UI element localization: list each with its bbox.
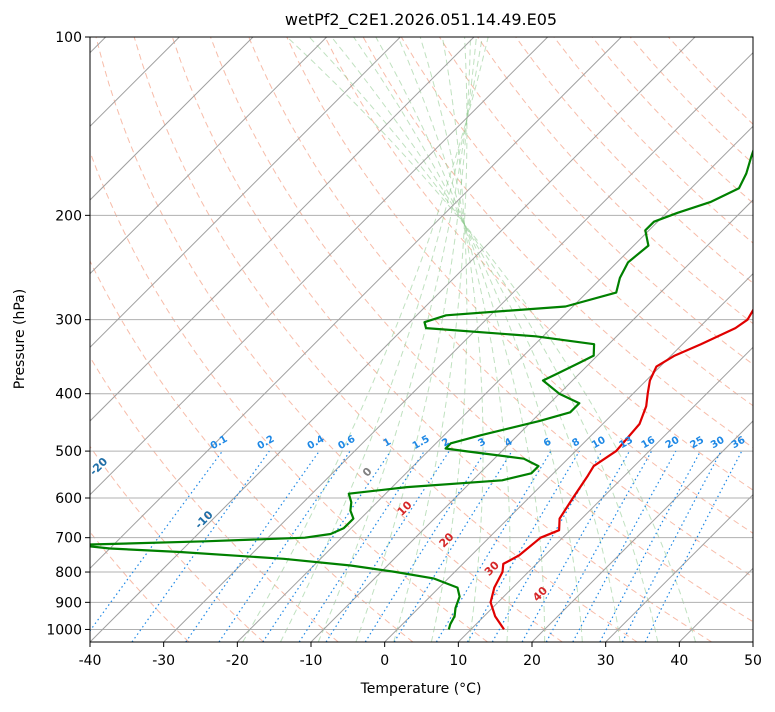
x-tick-label: 20 — [523, 653, 541, 669]
dry-adiabat-line — [668, 37, 775, 642]
moist-adiabat-line — [398, 37, 510, 642]
mixing-ratio-label: 10 — [590, 435, 608, 452]
moist-adiabat-label: 20 — [437, 530, 457, 550]
y-tick-label: 100 — [55, 30, 82, 46]
mixing-ratio-label: 25 — [689, 435, 707, 452]
line-labels: 0.10.20.40.611.52346810131620253036-100-… — [0, 26, 747, 604]
moist-adiabat-line — [354, 37, 583, 642]
mixing-ratio-line — [600, 451, 701, 642]
mixing-ratio-line — [546, 451, 651, 642]
moist-adiabat-line — [356, 37, 471, 642]
mixing-ratio-line — [132, 451, 269, 642]
mixing-ratio-line — [82, 451, 223, 642]
moist-adiabat-label: 0 — [360, 465, 375, 480]
isotherm-line — [458, 37, 775, 642]
mixing-ratio-line — [468, 451, 580, 642]
isotherm-line — [606, 37, 775, 642]
isotherm-line — [0, 37, 400, 642]
moist-adiabat-line — [394, 37, 467, 642]
y-axis-label: Pressure (hPa) — [12, 289, 28, 389]
x-tick-label: 0 — [380, 653, 389, 669]
dry-adiabat-line — [478, 37, 775, 642]
background-lines — [0, 37, 775, 642]
moist-adiabat-line — [287, 37, 695, 642]
dry-adiabat-line — [0, 37, 264, 642]
plot-frame — [90, 37, 753, 642]
y-tick-label: 600 — [55, 491, 82, 507]
dry-adiabat-label: -30 — [0, 402, 18, 425]
x-tick-label: 30 — [597, 653, 615, 669]
y-tick-label: 500 — [55, 444, 82, 460]
mixing-ratio-label: 36 — [730, 435, 748, 452]
isotherm-line — [16, 37, 621, 642]
mixing-ratio-line — [326, 451, 449, 642]
x-tick-label: -10 — [300, 653, 323, 669]
moist-adiabat-label: 40 — [530, 584, 550, 604]
mixing-ratio-label: 16 — [640, 435, 658, 452]
isotherm-line — [753, 37, 775, 642]
moist-adiabat-label: 30 — [482, 558, 502, 578]
mixing-ratio-line — [365, 451, 485, 642]
y-tick-label: 300 — [55, 313, 82, 329]
dry-adiabat-line — [592, 37, 775, 642]
y-tick-label: 800 — [55, 565, 82, 581]
y-tick-label: 200 — [55, 208, 82, 224]
mixing-ratio-label: 13 — [617, 435, 635, 452]
dry-adiabat-label: -10 — [192, 508, 215, 531]
isotherm-line — [164, 37, 769, 642]
y-tick-label: 400 — [55, 387, 82, 403]
dry-adiabat-line — [20, 37, 413, 642]
isotherm-line — [532, 37, 775, 642]
y-tick-label: 900 — [55, 595, 82, 611]
x-tick-label: -40 — [79, 653, 102, 669]
isotherm-line — [237, 37, 775, 642]
moist-adiabat-label: 10 — [395, 498, 415, 518]
mixing-ratio-label: 30 — [709, 435, 727, 452]
isotherm-line — [679, 37, 775, 642]
mixing-ratio-line — [573, 451, 676, 642]
mixing-ratio-line — [263, 451, 391, 642]
isotherm-line — [385, 37, 775, 642]
mixing-ratio-line — [645, 451, 742, 642]
mixing-ratio-label: 0.4 — [306, 434, 327, 452]
y-tick-label: 700 — [55, 531, 82, 547]
mixing-ratio-label: 1.5 — [411, 434, 432, 452]
moist-adiabat-line — [309, 37, 658, 642]
moist-adiabat-line — [281, 37, 483, 642]
dry-adiabat-line — [211, 37, 775, 642]
x-tick-label: -20 — [226, 653, 249, 669]
mixing-ratio-label: 3 — [476, 436, 488, 449]
dry-adiabat-line — [439, 37, 775, 642]
mixing-ratio-label: 0.1 — [209, 434, 230, 452]
mixing-ratio-label: 0.2 — [256, 434, 277, 452]
isotherm-line — [0, 37, 474, 642]
dry-adiabat-label: -20 — [87, 455, 110, 478]
x-tick-label: 10 — [449, 653, 467, 669]
mixing-ratio-label: 0.6 — [336, 434, 357, 452]
chart-title: wetPf2_C2E1.2026.051.14.49.E05 — [285, 10, 557, 30]
mixing-ratio-line — [522, 451, 629, 642]
mixing-ratio-label: 6 — [542, 436, 554, 449]
moist-adiabat-line — [420, 37, 483, 642]
y-tick-label: 1000 — [46, 622, 82, 638]
x-tick-label: 50 — [744, 653, 762, 669]
x-axis-label: Temperature (°C) — [360, 681, 482, 697]
x-tick-label: 40 — [670, 653, 688, 669]
moist-adiabat-line — [243, 37, 489, 642]
moist-adiabat-line — [318, 37, 476, 642]
x-tick-label: -30 — [152, 653, 175, 669]
mixing-ratio-line — [299, 451, 424, 642]
isotherm-line — [0, 37, 253, 642]
